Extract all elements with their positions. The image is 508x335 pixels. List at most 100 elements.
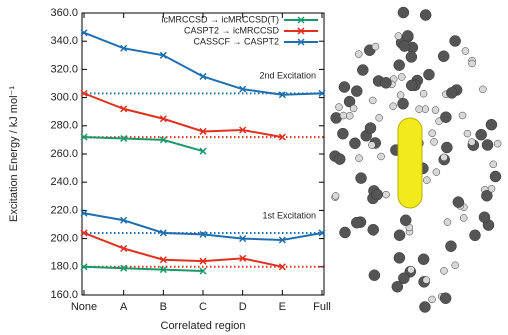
atom bbox=[337, 128, 348, 139]
atom bbox=[420, 90, 427, 97]
atom bbox=[479, 212, 490, 223]
y-axis-label: Excitation Energy / kJ mol⁻¹ bbox=[8, 86, 20, 222]
series-line bbox=[84, 93, 282, 137]
x-tick-label: Full bbox=[313, 301, 331, 313]
atom bbox=[378, 153, 385, 160]
atom bbox=[444, 219, 451, 226]
atom bbox=[452, 262, 459, 269]
atom bbox=[468, 60, 475, 67]
y-tick-label: 160.0 bbox=[50, 289, 78, 301]
x-tick-label: A bbox=[120, 301, 128, 313]
atom bbox=[482, 139, 493, 150]
x-tick-label: C bbox=[199, 301, 207, 313]
y-tick-label: 240.0 bbox=[50, 176, 78, 188]
atom bbox=[490, 161, 497, 168]
atom bbox=[346, 112, 353, 119]
atom bbox=[450, 35, 461, 46]
atom bbox=[469, 230, 480, 241]
group-label: 2nd Excitation bbox=[259, 70, 316, 80]
series-line bbox=[84, 137, 203, 151]
atom bbox=[459, 112, 466, 119]
atom bbox=[390, 103, 397, 110]
atom bbox=[418, 254, 429, 265]
atom bbox=[432, 107, 439, 114]
atom bbox=[429, 296, 436, 303]
atom bbox=[479, 86, 486, 93]
y-tick-label: 220.0 bbox=[50, 204, 78, 216]
atom bbox=[351, 86, 362, 97]
y-tick-label: 260.0 bbox=[50, 148, 78, 160]
atom bbox=[398, 7, 409, 18]
atom bbox=[446, 87, 457, 98]
x-tick-label: None bbox=[71, 301, 97, 313]
atom bbox=[372, 43, 379, 50]
atom bbox=[380, 77, 391, 88]
atom bbox=[431, 138, 438, 145]
y-tick-label: 200.0 bbox=[50, 233, 78, 245]
atom bbox=[486, 119, 497, 130]
atom bbox=[356, 155, 363, 162]
atom bbox=[395, 33, 402, 40]
atom bbox=[490, 171, 501, 182]
atom bbox=[372, 189, 383, 200]
atom bbox=[402, 30, 413, 41]
atom bbox=[488, 185, 495, 192]
atom bbox=[335, 104, 342, 111]
atom bbox=[368, 142, 375, 149]
figure: Excitation Energy / kJ mol⁻¹ Correlated … bbox=[0, 0, 508, 335]
y-tick-label: 340.0 bbox=[50, 35, 78, 47]
atom bbox=[476, 129, 487, 140]
atom bbox=[468, 139, 475, 146]
atom bbox=[334, 154, 345, 165]
atom bbox=[332, 192, 339, 199]
legend-label: CASPT2 → icMRCCSD bbox=[184, 25, 280, 35]
atom bbox=[453, 197, 464, 208]
atom bbox=[357, 65, 368, 76]
atom bbox=[440, 112, 451, 123]
atom bbox=[429, 130, 436, 137]
atom bbox=[423, 177, 430, 184]
atom bbox=[423, 69, 434, 80]
atom bbox=[356, 173, 367, 184]
y-tick-label: 320.0 bbox=[50, 63, 78, 75]
atom bbox=[420, 10, 431, 21]
atom bbox=[407, 266, 414, 273]
atom bbox=[460, 214, 467, 221]
y-tick-label: 300.0 bbox=[50, 92, 78, 104]
atom bbox=[438, 51, 449, 62]
atom bbox=[350, 105, 357, 112]
atom bbox=[419, 301, 430, 312]
y-tick-label: 280.0 bbox=[50, 120, 78, 132]
atom bbox=[355, 51, 362, 58]
atom bbox=[445, 241, 456, 252]
atom bbox=[494, 140, 501, 147]
atom bbox=[440, 293, 451, 304]
atom bbox=[398, 73, 405, 80]
atom bbox=[392, 281, 403, 292]
atom bbox=[369, 270, 380, 281]
legend-label: CASSCF → CASPT2 bbox=[193, 36, 279, 46]
atom bbox=[339, 227, 350, 238]
atom bbox=[441, 142, 452, 153]
x-tick-label: D bbox=[239, 301, 247, 313]
plot-frame bbox=[82, 13, 324, 295]
atom bbox=[398, 98, 409, 109]
atom bbox=[400, 215, 411, 226]
atom bbox=[406, 51, 417, 62]
atom bbox=[433, 169, 440, 176]
atom bbox=[394, 230, 405, 241]
atom bbox=[351, 217, 362, 228]
atom bbox=[383, 191, 390, 198]
atom bbox=[406, 80, 417, 91]
atom bbox=[416, 106, 423, 113]
atom bbox=[369, 97, 376, 104]
atom bbox=[394, 60, 405, 71]
atom bbox=[441, 154, 448, 161]
atom bbox=[339, 82, 350, 93]
x-axis-label: Correlated region bbox=[161, 320, 246, 332]
legend-label: icMRCCSD → icMRCCSD(T) bbox=[162, 14, 280, 24]
x-tick-label: E bbox=[279, 301, 286, 313]
atom bbox=[376, 114, 383, 121]
atom bbox=[368, 224, 379, 235]
atom bbox=[349, 138, 360, 149]
